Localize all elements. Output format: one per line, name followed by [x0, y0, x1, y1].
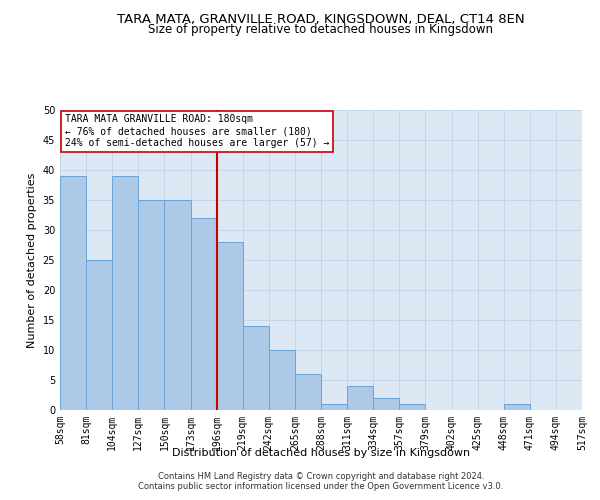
Bar — [164, 200, 191, 410]
Text: Size of property relative to detached houses in Kingsdown: Size of property relative to detached ho… — [149, 22, 493, 36]
Bar — [295, 374, 321, 410]
Bar — [60, 176, 86, 410]
Bar — [112, 176, 139, 410]
Bar — [400, 404, 425, 410]
Bar — [191, 218, 217, 410]
Bar — [269, 350, 295, 410]
Text: TARA MATA, GRANVILLE ROAD, KINGSDOWN, DEAL, CT14 8EN: TARA MATA, GRANVILLE ROAD, KINGSDOWN, DE… — [117, 12, 525, 26]
Text: TARA MATA GRANVILLE ROAD: 180sqm
← 76% of detached houses are smaller (180)
24% : TARA MATA GRANVILLE ROAD: 180sqm ← 76% o… — [65, 114, 329, 148]
Bar — [86, 260, 112, 410]
Y-axis label: Number of detached properties: Number of detached properties — [27, 172, 37, 348]
Bar — [321, 404, 347, 410]
Bar — [347, 386, 373, 410]
Text: Distribution of detached houses by size in Kingsdown: Distribution of detached houses by size … — [172, 448, 470, 458]
Bar — [373, 398, 400, 410]
Bar — [139, 200, 164, 410]
Bar — [242, 326, 269, 410]
Bar — [217, 242, 243, 410]
Text: Contains HM Land Registry data © Crown copyright and database right 2024.
Contai: Contains HM Land Registry data © Crown c… — [139, 472, 503, 491]
Bar — [504, 404, 530, 410]
